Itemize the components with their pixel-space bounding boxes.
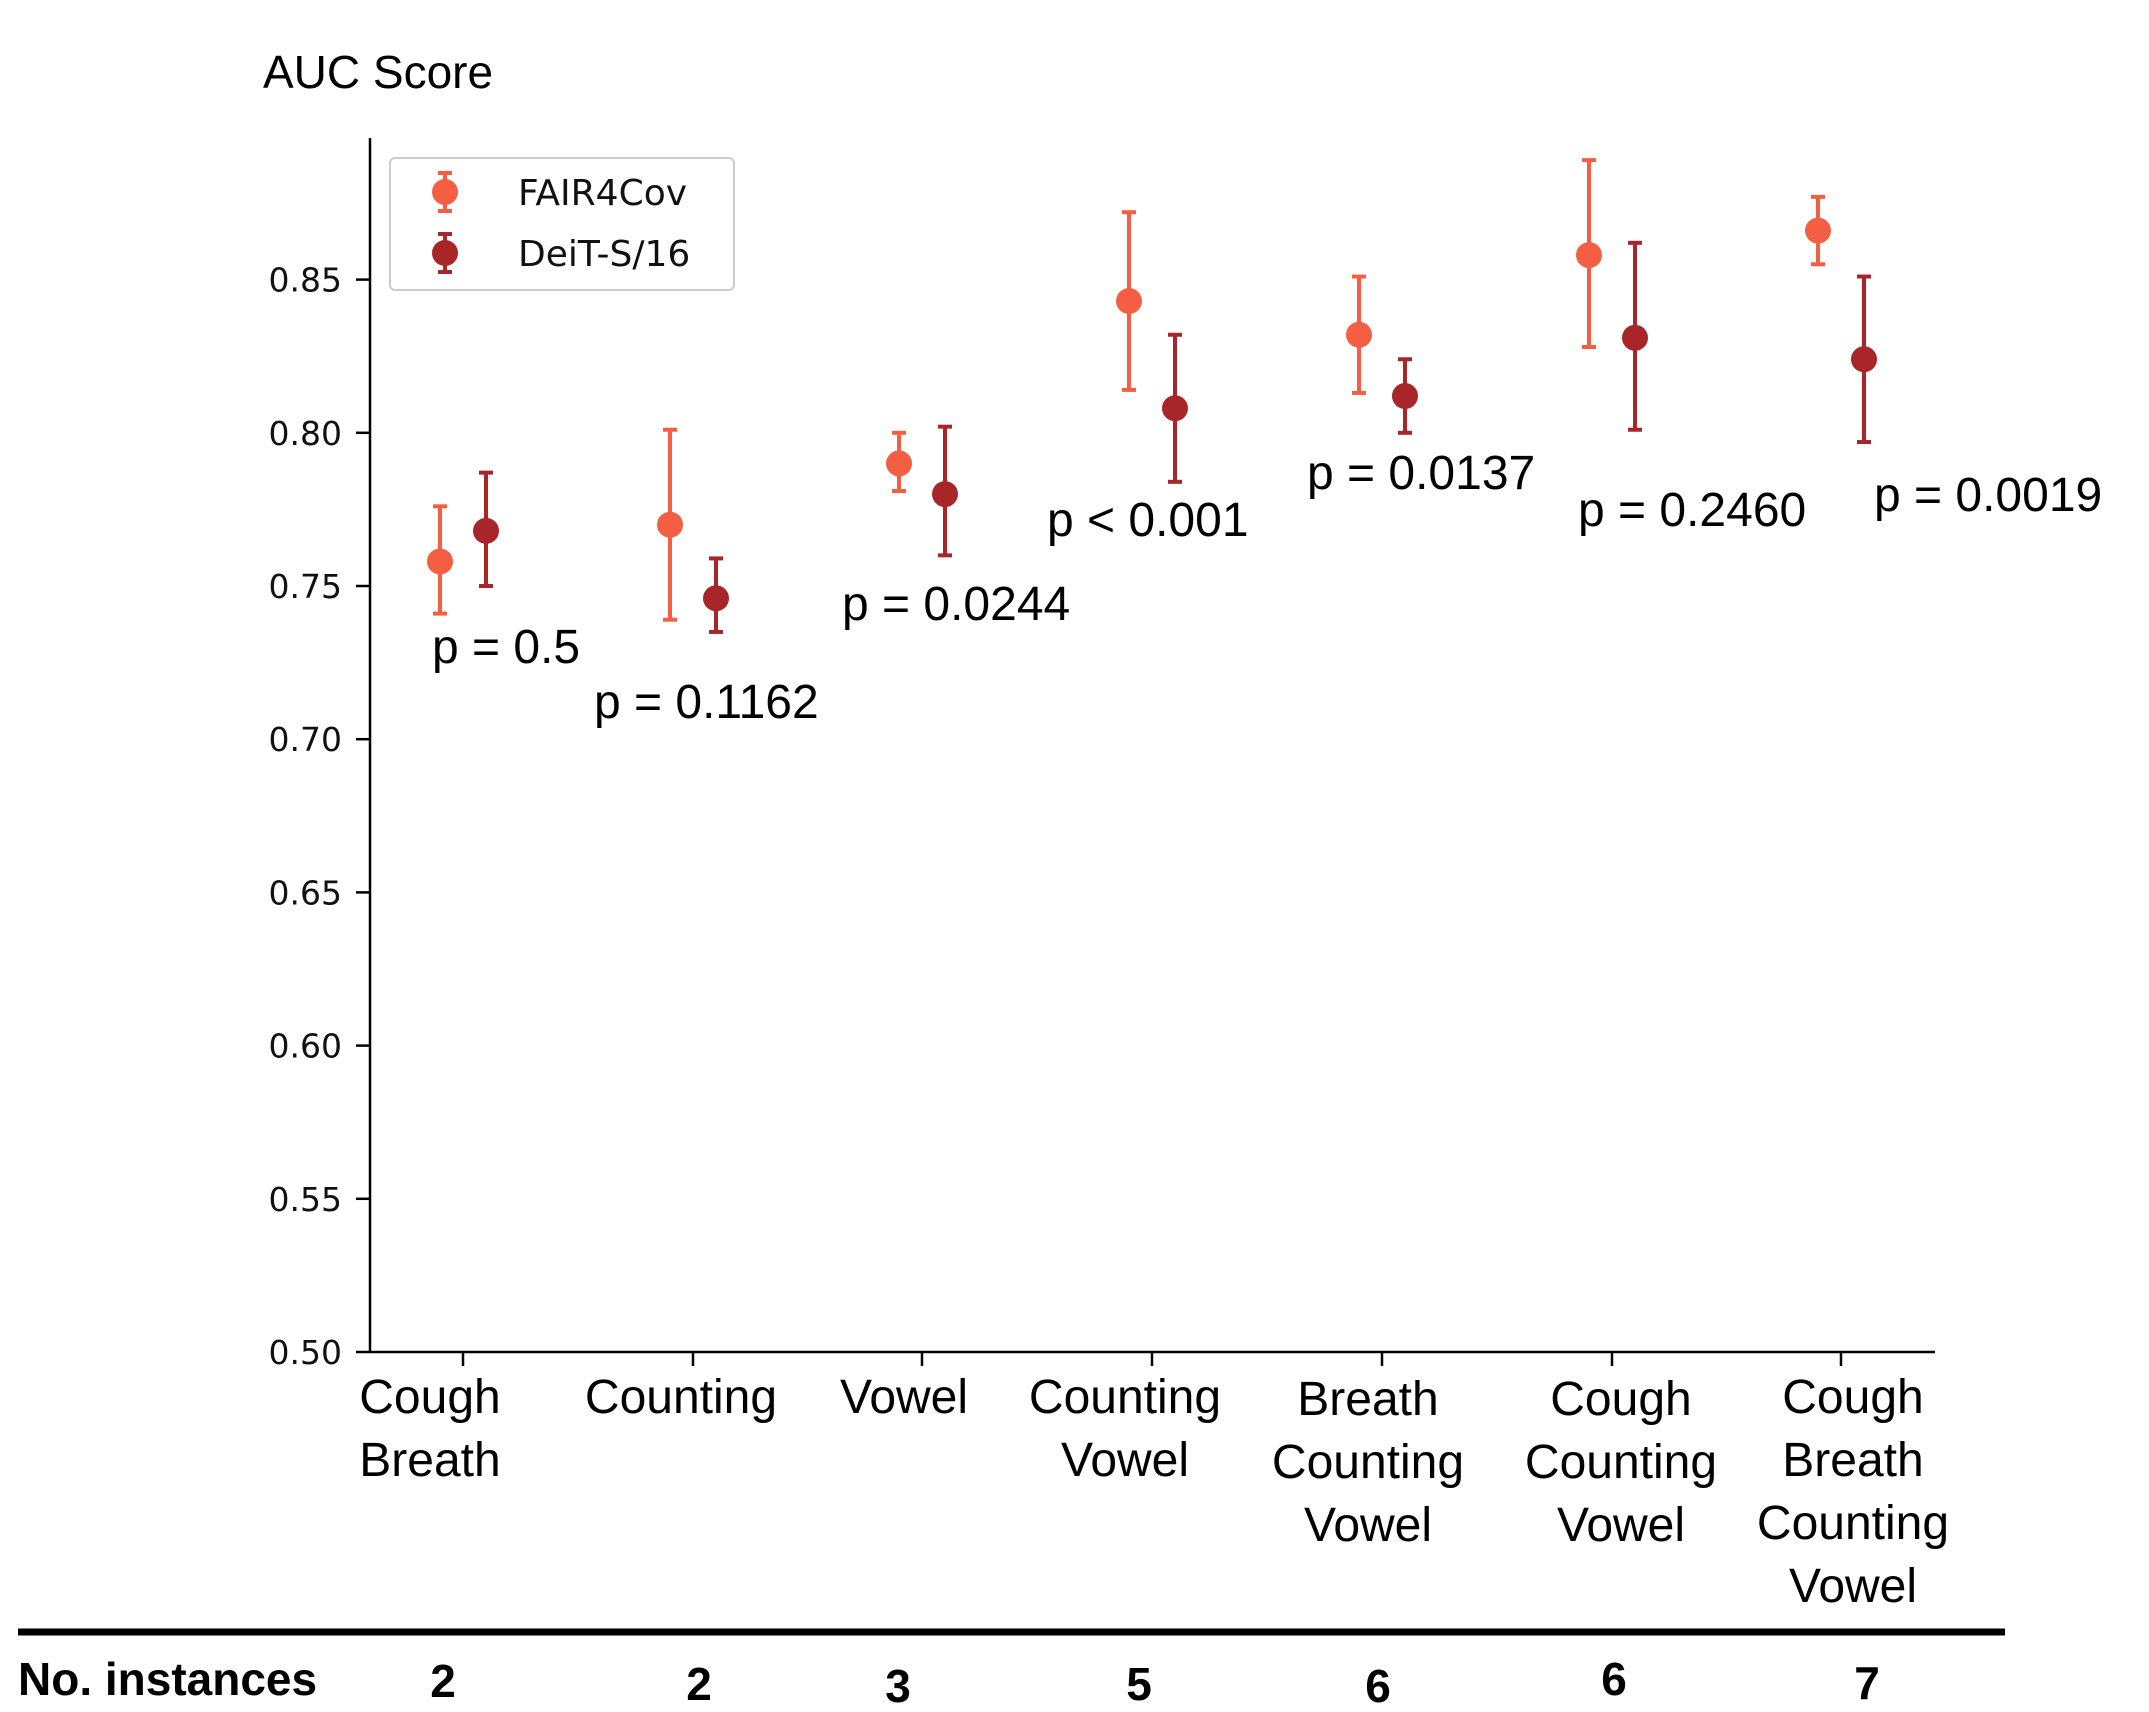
- instance-count: 2: [686, 1658, 712, 1710]
- y-tick-label: 0.65: [269, 873, 342, 912]
- data-point: [1622, 324, 1648, 351]
- instance-count: 7: [1854, 1657, 1880, 1709]
- instances-values: 2 2 3 5 6 6 7: [430, 1653, 1880, 1712]
- y-ticks: 0.50 0.55 0.60 0.65 0.70 0.75 0.80 0.85: [269, 261, 370, 1372]
- y-tick-label: 0.85: [269, 261, 342, 300]
- y-tick-label: 0.55: [269, 1180, 342, 1219]
- x-category-label: Breath Counting Vowel: [1272, 1373, 1464, 1552]
- data-marks: [427, 158, 1877, 634]
- p-value-label: p = 0.0137: [1307, 447, 1535, 500]
- instance-count: 2: [430, 1655, 456, 1707]
- data-point: [1851, 346, 1877, 373]
- p-value-annotations: p = 0.5 p = 0.1162 p = 0.0244 p < 0.001 p = …: [432, 447, 2102, 729]
- axes: [368, 138, 1935, 1354]
- instance-count: 3: [885, 1660, 911, 1712]
- instance-count: 6: [1365, 1660, 1391, 1712]
- x-category-label: Cough Breath: [359, 1371, 500, 1487]
- legend-frame: [389, 157, 735, 291]
- y-axis-title: AUC Score: [263, 46, 493, 98]
- instance-count: 5: [1126, 1658, 1152, 1710]
- instances-label: No. instances: [18, 1653, 317, 1705]
- y-tick-label: 0.60: [269, 1027, 342, 1066]
- p-value-label: p = 0.1162: [594, 676, 819, 729]
- data-point: [1116, 288, 1142, 315]
- x-category-label: Cough Counting Vowel: [1525, 1373, 1717, 1552]
- legend-marker: [432, 179, 458, 205]
- instance-count: 6: [1601, 1653, 1627, 1705]
- y-tick-label: 0.50: [269, 1333, 342, 1372]
- x-category-label: Cough Breath Counting Vowel: [1757, 1371, 1949, 1613]
- x-category-label: Vowel: [840, 1371, 968, 1424]
- x-category-label: Counting Vowel: [1029, 1371, 1221, 1487]
- legend-label: DeiT-S/16: [518, 234, 690, 275]
- p-value-label: p < 0.001: [1047, 494, 1249, 547]
- data-point: [1576, 242, 1602, 269]
- data-point: [657, 511, 683, 538]
- data-point: [886, 450, 912, 477]
- legend-marker: [432, 240, 458, 266]
- p-value-label: p = 0.2460: [1578, 484, 1806, 537]
- y-tick-label: 0.70: [269, 720, 342, 759]
- data-point: [1392, 383, 1418, 410]
- p-value-label: p = 0.0019: [1874, 469, 2102, 522]
- x-ticks: [461, 1352, 1843, 1366]
- legend-label: FAIR4Cov: [518, 173, 687, 214]
- data-point: [427, 548, 453, 575]
- data-point: [473, 517, 499, 544]
- data-point: [1162, 395, 1188, 422]
- x-category-label: Counting: [585, 1371, 777, 1424]
- y-tick-label: 0.75: [269, 567, 342, 606]
- data-point: [932, 481, 958, 508]
- data-point: [1805, 217, 1831, 244]
- p-value-label: p = 0.5: [432, 621, 580, 674]
- data-point: [703, 585, 729, 612]
- data-point: [1346, 321, 1372, 348]
- y-tick-label: 0.80: [269, 414, 342, 453]
- legend: FAIR4Cov DeiT-S/16: [389, 157, 735, 291]
- p-value-label: p = 0.0244: [842, 578, 1070, 631]
